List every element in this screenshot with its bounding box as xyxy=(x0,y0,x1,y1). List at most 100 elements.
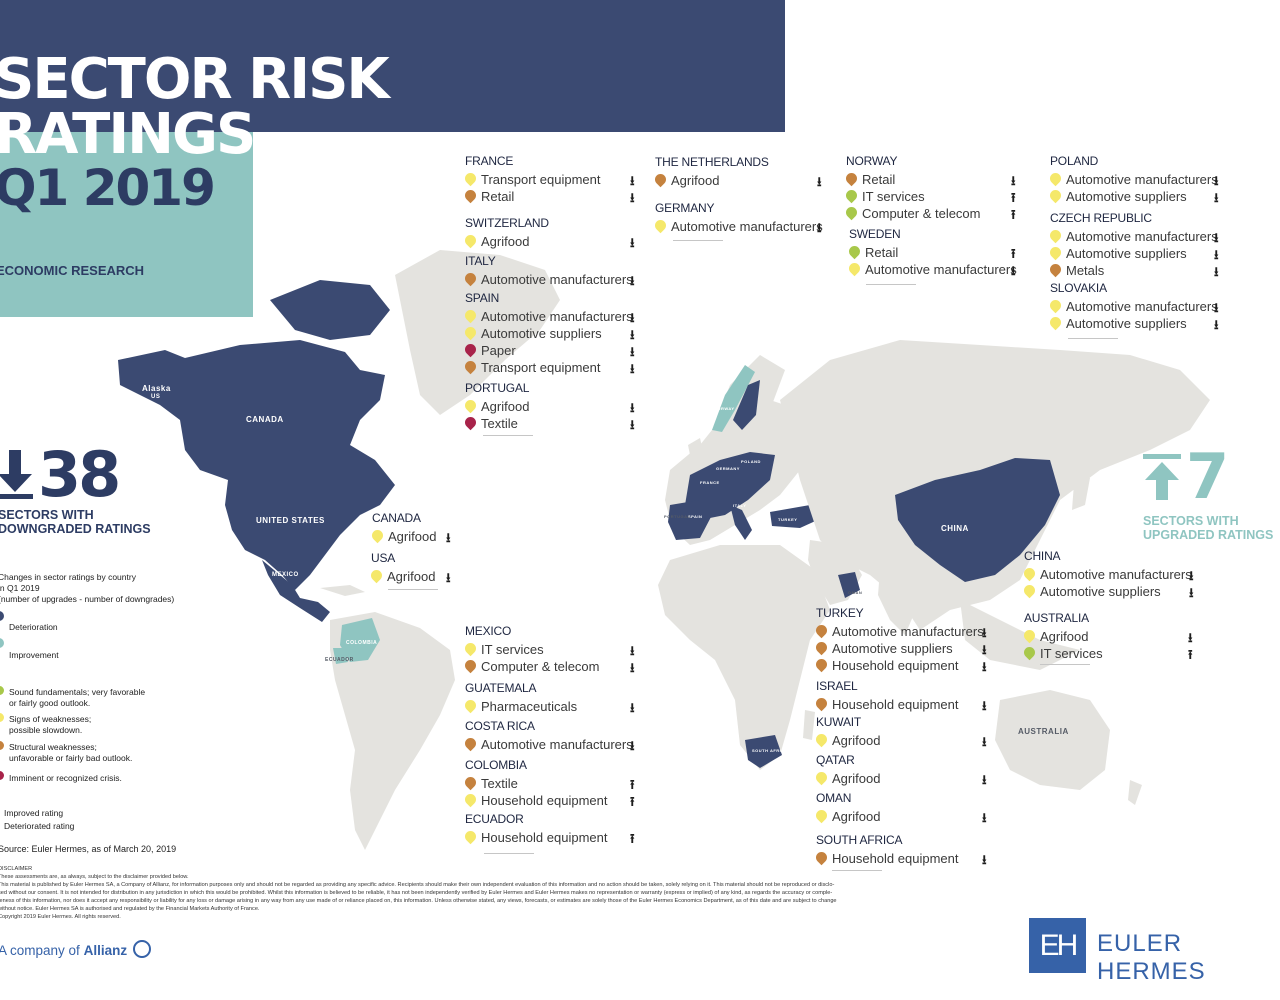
sector-name: Automotive suppliers xyxy=(1066,246,1187,261)
sector-row: Automotive manufacturers ⭳ xyxy=(1021,565,1203,584)
map-label-alaska: Alaska xyxy=(142,384,171,393)
map-label-south-africa: SOUTH AFRICA xyxy=(752,748,789,753)
sector-name: Automotive manufacturers xyxy=(481,272,633,287)
map-label-canada: CANADA xyxy=(246,415,284,424)
underline xyxy=(388,589,438,590)
deterioration-swatch xyxy=(0,611,4,621)
country-name: SOUTH AFRICA xyxy=(816,833,903,847)
risk-pin-icon xyxy=(1021,565,1038,582)
downgrade-arrow-icon: ⭳ xyxy=(630,643,635,658)
sector-name: IT services xyxy=(481,642,544,657)
sector-row: Retail ⭳ xyxy=(462,187,644,206)
risk-pin-icon xyxy=(1047,170,1064,187)
risk-pin-icon xyxy=(843,170,860,187)
upgraded-label: SECTORS WITH UPGRADED RATINGS xyxy=(1143,514,1273,542)
risk-pin-icon xyxy=(462,170,479,187)
sector-row: Textile ⭱ xyxy=(462,774,644,793)
sector-name: Textile xyxy=(481,776,518,791)
legend-source: Source: Euler Hermes, as of March 20, 20… xyxy=(0,844,177,854)
sector-name: Agrifood xyxy=(387,569,436,584)
risk-pin-icon xyxy=(1047,261,1064,278)
sector-row: Computer & telecom ⭳ xyxy=(462,657,644,676)
downgrade-arrow-icon: ⭳ xyxy=(630,700,635,715)
sector-row: Automotive suppliers ⭳ xyxy=(462,324,644,343)
downgrade-arrow-icon: ⭳ xyxy=(1214,173,1219,188)
downgrade-arrow-icon: ⭳ xyxy=(630,327,635,342)
sector-name: Automotive suppliers xyxy=(481,326,602,341)
disclaimer: DISCLAIMER These assessments are, as alw… xyxy=(0,865,908,921)
sector-row: Agrifood ⭳ xyxy=(368,567,460,586)
legend-risk-1b: or fairly good outlook. xyxy=(9,698,91,708)
sweden-shape xyxy=(733,380,760,430)
map-label-ecuador: ECUADOR xyxy=(325,657,354,663)
risk-pin-icon xyxy=(813,695,830,712)
risk-pin-icon xyxy=(369,527,386,544)
yellow-risk-swatch xyxy=(0,713,4,722)
downgrade-arrow-icon: ⭳ xyxy=(982,642,987,657)
legend-risk-2b: possible slowdown. xyxy=(9,725,83,735)
legend-risk-3b: unfavorable or fairly bad outlook. xyxy=(9,753,133,763)
central-america-shape xyxy=(262,560,330,622)
downgrade-arrow-icon: ⭳ xyxy=(982,810,987,825)
risk-pin-icon xyxy=(462,307,479,324)
se-asia-shape xyxy=(960,600,1080,670)
country-name: CHINA xyxy=(1024,549,1061,563)
allianz-tagline: A company of Allianz xyxy=(0,940,151,958)
downgrade-arrow-icon: ⭳ xyxy=(982,734,987,749)
disclaimer-heading: DISCLAIMER xyxy=(0,866,33,872)
downgrade-arrow-icon: ⭳ xyxy=(817,220,822,235)
page-title-line-3: Q1 2019 xyxy=(0,159,216,217)
map-label-mexico: MEXICO xyxy=(272,572,299,578)
country-name: NORWAY xyxy=(846,154,898,168)
country-name: COLOMBIA xyxy=(465,758,527,772)
sector-name: Agrifood xyxy=(832,733,881,748)
sector-row: Automotive manufacturers ⭳ xyxy=(462,735,644,754)
sector-row: Automotive manufacturers ⭳ xyxy=(462,307,644,326)
risk-pin-icon xyxy=(813,769,830,786)
risk-pin-icon xyxy=(652,171,669,188)
underline xyxy=(673,240,723,241)
sector-row: Retail ⭱ xyxy=(846,243,1025,262)
sector-name: Retail xyxy=(481,189,515,204)
improvement-swatch xyxy=(0,638,4,648)
risk-pin-icon xyxy=(813,807,830,824)
underline xyxy=(866,284,916,285)
sector-row: Automotive manufacturers ⭳ xyxy=(1047,227,1228,246)
sector-name: Automotive suppliers xyxy=(1066,189,1187,204)
risk-pin-icon xyxy=(462,735,479,752)
risk-pin-icon xyxy=(462,774,479,791)
upgrade-arrow-icon: ⭱ xyxy=(1011,190,1016,205)
sector-row: Automotive manufacturers ⭳ xyxy=(813,622,996,641)
upgraded-count: 7 xyxy=(1186,440,1229,513)
caribbean-shape xyxy=(320,585,365,596)
upgrade-arrow-icon: ⭱ xyxy=(630,794,635,809)
japan-shape xyxy=(1072,470,1090,510)
sector-row: Agrifood ⭳ xyxy=(1021,627,1202,646)
sector-row: Agrifood ⭳ xyxy=(652,171,831,190)
sector-name: Household equipment xyxy=(481,830,608,845)
risk-pin-icon xyxy=(652,217,669,234)
risk-pin-icon xyxy=(813,622,830,639)
downgrade-arrow-icon: ⭳ xyxy=(1214,230,1219,245)
sector-name: Paper xyxy=(481,343,516,358)
downgrade-arrow-icon: ⭳ xyxy=(982,625,987,640)
risk-pin-icon xyxy=(813,849,830,866)
sector-row: Transport equipment ⭳ xyxy=(462,170,644,189)
risk-pin-icon xyxy=(462,697,479,714)
page-title-line-2: RATINGS xyxy=(0,102,256,167)
sector-row: IT services ⭳ xyxy=(462,640,644,659)
allianz-logo-icon xyxy=(132,940,151,958)
map-label-france: FRANCE xyxy=(700,480,720,485)
downgrade-arrow-icon xyxy=(0,450,37,505)
sector-name: Agrifood xyxy=(832,771,881,786)
upgrade-arrow-icon: ⭱ xyxy=(1011,207,1016,222)
downgrade-arrow-icon: ⭳ xyxy=(630,417,635,432)
sector-row: Metals ⭳ xyxy=(1047,261,1228,280)
downgrade-arrow-icon: ⭳ xyxy=(1189,568,1194,583)
uk-shape xyxy=(688,438,705,470)
downgrade-arrow-icon: ⭳ xyxy=(1214,190,1219,205)
country-name: AUSTRALIA xyxy=(1024,611,1089,625)
sector-row: Agrifood ⭳ xyxy=(462,232,644,251)
risk-pin-icon xyxy=(1047,227,1064,244)
risk-pin-icon xyxy=(462,397,479,414)
